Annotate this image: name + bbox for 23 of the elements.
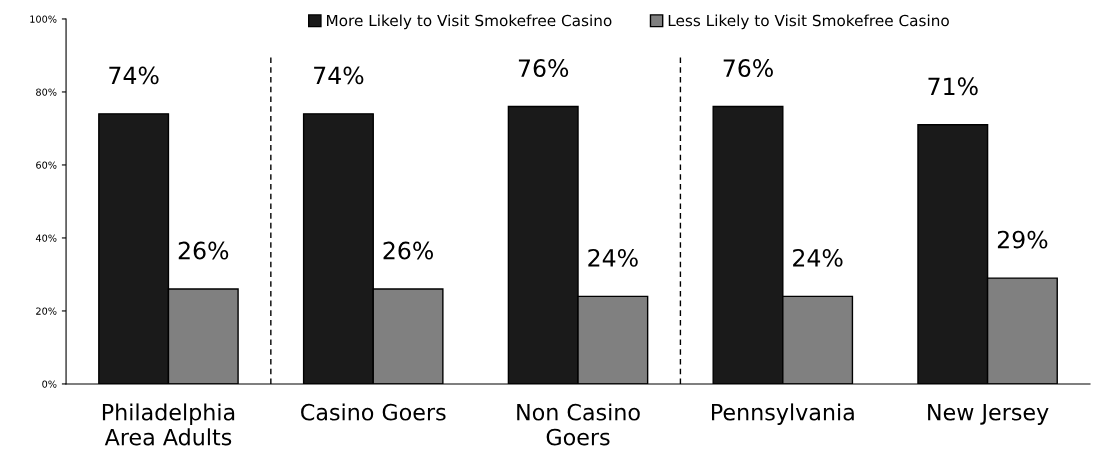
data-label: 24% bbox=[588, 248, 638, 267]
y-tick-label: 80% bbox=[36, 88, 57, 96]
legend-label: More Likely to Visit Smokefree Casino bbox=[327, 14, 612, 30]
x-tick-label: Casino Goers bbox=[301, 403, 446, 421]
x-tick-label: Philadelphia Area Adults bbox=[102, 403, 235, 446]
y-tick-label: 40% bbox=[35, 234, 57, 242]
legend-label: Less Likely to Visit Smokefree Casino bbox=[668, 14, 949, 30]
y-tick-label: 0% bbox=[42, 380, 57, 388]
data-label: 26% bbox=[178, 241, 229, 260]
data-label: 74% bbox=[109, 66, 159, 85]
data-label: 29% bbox=[997, 230, 1048, 249]
y-tick-label: 100% bbox=[30, 15, 57, 23]
x-tick-label: Non Casino Goers bbox=[517, 403, 640, 446]
data-label: 76% bbox=[518, 59, 569, 77]
y-tick-label: 60% bbox=[36, 161, 57, 169]
x-tick-label: New Jersey bbox=[928, 404, 1049, 425]
data-label: 26% bbox=[383, 241, 433, 260]
data-label: 71% bbox=[928, 77, 978, 96]
x-tick-label: Pennsylvania bbox=[712, 403, 854, 425]
data-label: 76% bbox=[723, 59, 773, 77]
y-tick-label: 20% bbox=[36, 307, 57, 315]
data-label: 24% bbox=[793, 248, 843, 267]
data-label: 74% bbox=[314, 66, 364, 85]
